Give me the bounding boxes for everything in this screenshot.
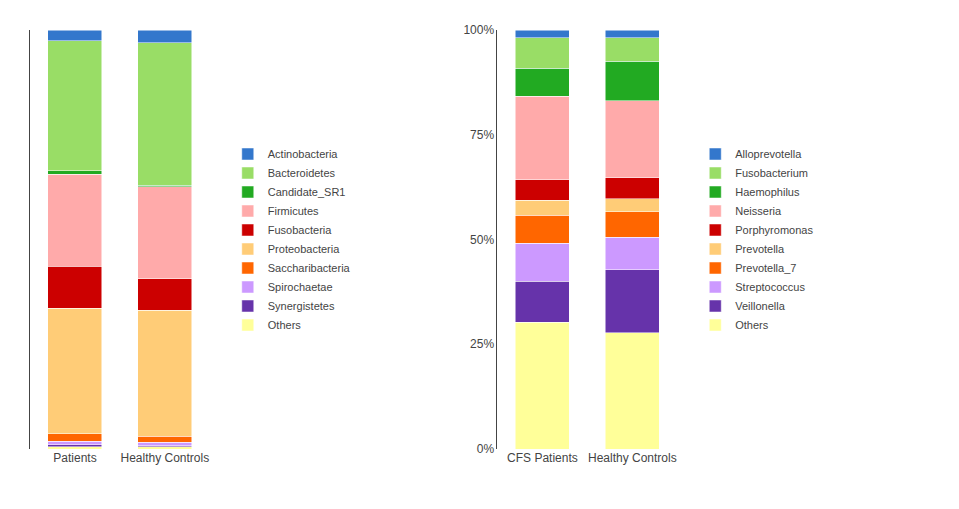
svg-text:Streptococcus: Streptococcus <box>735 281 805 293</box>
svg-text:CFS Patients: CFS Patients <box>507 451 578 465</box>
svg-text:Synergistetes: Synergistetes <box>268 300 335 312</box>
svg-text:0%: 0% <box>477 442 495 456</box>
svg-text:25%: 25% <box>470 337 494 351</box>
svg-text:Bacteroidetes: Bacteroidetes <box>268 167 336 179</box>
svg-text:Healthy Controls: Healthy Controls <box>120 451 209 465</box>
svg-text:Veillonella: Veillonella <box>735 300 785 312</box>
svg-text:50%: 50% <box>470 233 494 247</box>
svg-text:Firmicutes: Firmicutes <box>268 205 319 217</box>
svg-text:Prevotella_7: Prevotella_7 <box>735 262 796 274</box>
svg-text:Others: Others <box>735 319 769 331</box>
svg-text:Spirochaetae: Spirochaetae <box>268 281 333 293</box>
svg-text:Saccharibacteria: Saccharibacteria <box>268 262 351 274</box>
svg-text:Fusobacteria: Fusobacteria <box>268 224 332 236</box>
svg-text:Candidate_SR1: Candidate_SR1 <box>268 186 346 198</box>
svg-text:Fusobacterium: Fusobacterium <box>735 167 808 179</box>
svg-text:Proteobacteria: Proteobacteria <box>268 243 340 255</box>
svg-text:Alloprevotella: Alloprevotella <box>735 148 802 160</box>
svg-text:Haemophilus: Haemophilus <box>735 186 800 198</box>
svg-text:Patients: Patients <box>53 451 96 465</box>
svg-text:Porphyromonas: Porphyromonas <box>735 224 813 236</box>
svg-text:Others: Others <box>268 319 302 331</box>
svg-text:Actinobacteria: Actinobacteria <box>268 148 339 160</box>
svg-text:Healthy Controls: Healthy Controls <box>588 451 677 465</box>
svg-text:Neisseria: Neisseria <box>735 205 782 217</box>
svg-text:100%: 100% <box>463 23 494 37</box>
svg-text:75%: 75% <box>470 128 494 142</box>
svg-text:Prevotella: Prevotella <box>735 243 785 255</box>
